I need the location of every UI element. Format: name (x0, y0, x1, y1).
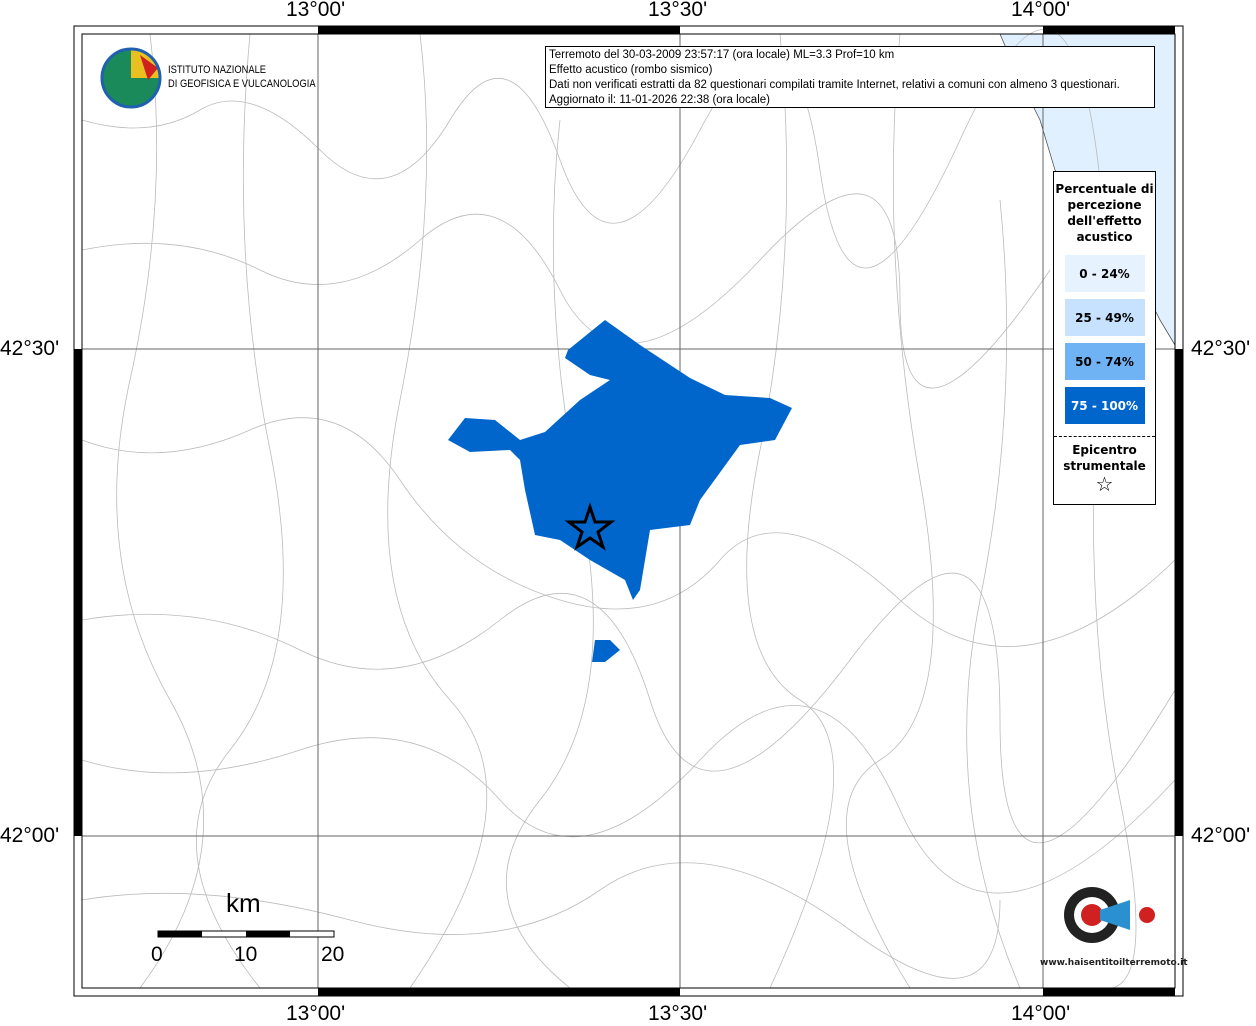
scale-bar (157, 930, 335, 938)
bottom-label: 14°00' (1011, 1002, 1071, 1025)
felt-area-75-100 (592, 640, 620, 662)
frame-bars (74, 26, 1183, 996)
haisentito-logo-icon (1064, 887, 1155, 943)
logo-line1: ISTITUTO NAZIONALE (168, 64, 267, 76)
star-outline-icon: ☆ (1095, 472, 1114, 496)
legend-class: 25 - 49% (1064, 299, 1145, 336)
left-label: 42°30' (0, 337, 60, 360)
scale-tick: 10 (234, 943, 258, 966)
legend: Percentuale di percezione dell'effetto a… (1053, 171, 1156, 505)
info-line: Dati non verificati estratti da 82 quest… (549, 79, 1120, 91)
top-label: 13°30' (648, 0, 708, 21)
municipal-boundaries (81, 28, 1176, 990)
ingv-logo-icon (100, 47, 162, 109)
info-line: Aggiornato il: 11-01-2026 22:38 (ora loc… (549, 94, 770, 106)
bottom-label: 13°30' (648, 1002, 708, 1025)
scale-unit: km (226, 888, 261, 918)
logo-line2: DI GEOFISICA E VULCANOLOGIA (168, 78, 316, 90)
legend-class: 75 - 100% (1064, 387, 1145, 424)
scale-tick: 20 (321, 943, 345, 966)
right-label: 42°30' (1191, 337, 1251, 360)
scale-tick: 0 (151, 943, 163, 966)
legend-title: Percentuale di percezione dell'effetto a… (1055, 182, 1154, 244)
info-line: Terremoto del 30-03-2009 23:57:17 (ora l… (549, 49, 895, 61)
info-line: Effetto acustico (rombo sismico) (549, 64, 713, 76)
felt-area-75-100 (448, 320, 792, 600)
event-info-box: Terremoto del 30-03-2009 23:57:17 (ora l… (545, 46, 1155, 108)
ingv-logo-text: ISTITUTO NAZIONALE DI GEOFISICA E VULCAN… (168, 63, 316, 91)
epicenter-label: Epicentro strumentale (1063, 443, 1146, 473)
top-label: 13°00' (286, 0, 346, 21)
right-label: 42°00' (1191, 824, 1251, 847)
bottom-label: 13°00' (286, 1002, 346, 1025)
brand-text: www.haisentitoilterremoto.it (1040, 958, 1188, 968)
legend-class: 50 - 74% (1064, 343, 1145, 380)
left-label: 42°00' (0, 824, 60, 847)
top-label: 14°00' (1011, 0, 1071, 21)
epicenter-star-icon (564, 502, 616, 551)
legend-class: 0 - 24% (1064, 255, 1145, 292)
